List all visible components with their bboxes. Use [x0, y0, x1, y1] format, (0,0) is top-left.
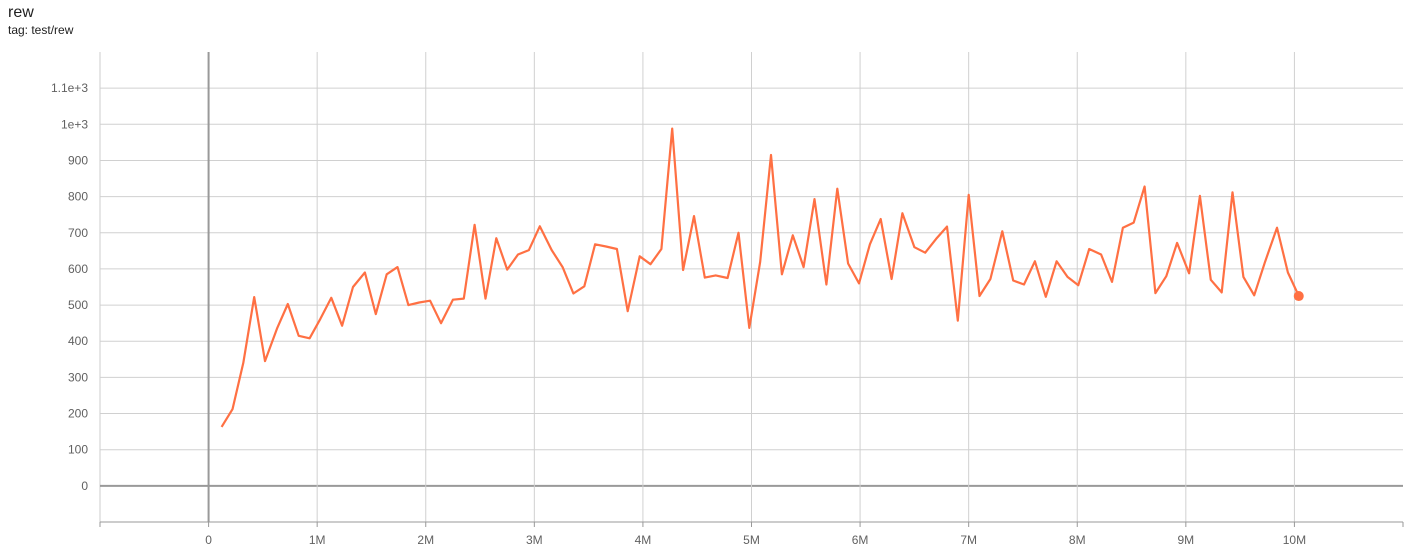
y-tick-label: 700 — [68, 226, 88, 240]
x-tick-label: 7M — [960, 533, 977, 547]
series-line — [220, 127, 1300, 428]
y-tick-label: 300 — [68, 370, 88, 384]
y-tick-label: 1e+3 — [61, 117, 88, 131]
x-tick-label: 6M — [852, 533, 869, 547]
plot-area — [220, 127, 1304, 428]
y-tick-label: 100 — [68, 443, 88, 457]
y-tick-label: 200 — [68, 407, 88, 421]
x-tick-label: 3M — [526, 533, 543, 547]
x-tick-label: 10M — [1283, 533, 1306, 547]
x-tick-label: 1M — [309, 533, 326, 547]
y-tick-label: 400 — [68, 334, 88, 348]
grid — [99, 52, 1403, 522]
chart-subtitle: tag: test/rew — [8, 23, 74, 37]
chart-title: rew — [8, 4, 34, 21]
last-data-point — [1293, 291, 1304, 302]
y-tick-label: 900 — [68, 153, 88, 167]
x-tick-label: 2M — [417, 533, 434, 547]
x-tick-label: 5M — [743, 533, 760, 547]
y-tick-label: 0 — [81, 479, 88, 493]
y-tick-label: 600 — [68, 262, 88, 276]
x-tick-label: 9M — [1177, 533, 1194, 547]
x-tick-label: 8M — [1069, 533, 1086, 547]
axes: 0 100 200 300 400 500 600 700 800 900 1e+3 1.1e+3 0 1… — [51, 81, 1404, 547]
y-tick-label: 500 — [68, 298, 88, 312]
x-tick-label: 0 — [205, 533, 212, 547]
x-tick-label: 4M — [635, 533, 652, 547]
y-tick-label: 1.1e+3 — [51, 81, 88, 95]
y-tick-label: 800 — [68, 190, 88, 204]
